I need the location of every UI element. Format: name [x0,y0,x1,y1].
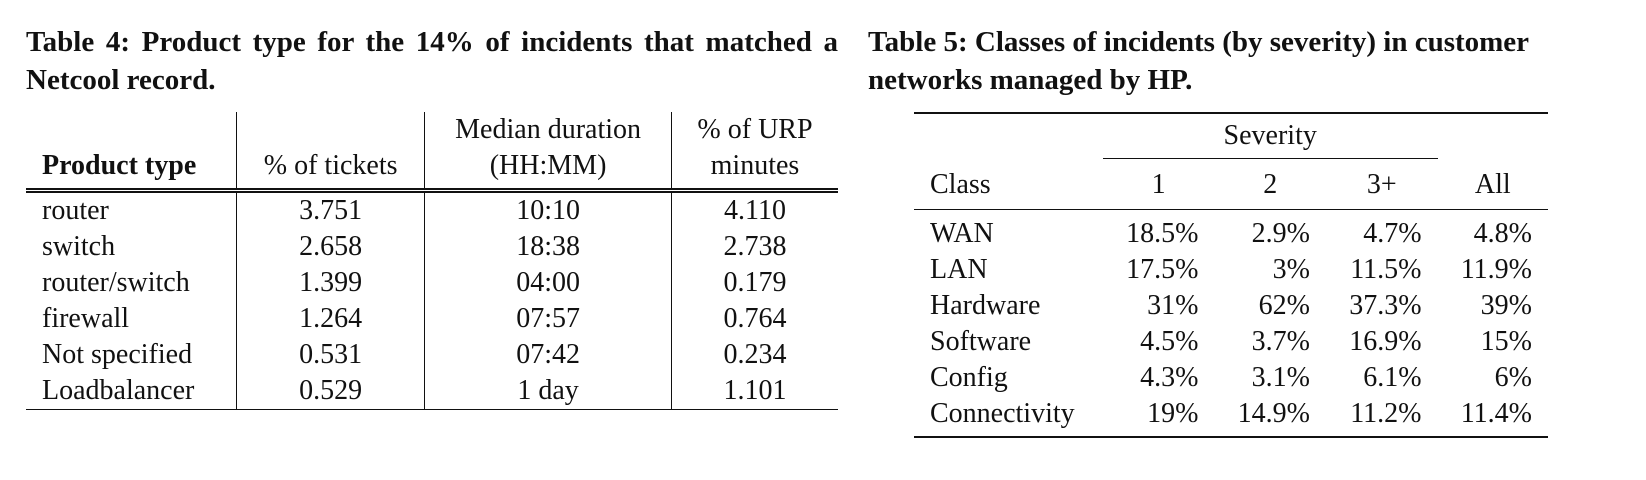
table5-cell: 11.2% [1350,398,1422,429]
table4-cell: 1.264 [236,301,425,337]
table4-cell: router/switch [42,267,190,298]
table4-cell: 0.529 [236,373,425,410]
table5-header-all: All [1474,169,1511,200]
table4-header-product-type: Product type [42,150,197,181]
table5-cell: 19% [1147,398,1199,429]
table5-row: Software 4.5% 3.7% 16.9% 15% [914,324,1548,360]
table4-header-median-duration: Median duration (HH:MM) [424,112,672,191]
table5-header-sev2: 2 [1263,169,1278,200]
table5-row: WAN 18.5% 2.9% 4.7% 4.8% [914,210,1548,253]
table4: Product type % of tickets Median duratio… [26,112,838,410]
table5-body: WAN 18.5% 2.9% 4.7% 4.8% LAN 17.5% 3% 11.5% 11.9%… [914,210,1548,438]
table5-row: LAN 17.5% 3% 11.5% 11.9% [914,252,1548,288]
table5-cell: Config [930,362,1008,393]
table5-cell: 18.5% [1126,218,1199,249]
table4-row: Loadbalancer 0.529 1 day 1.101 [26,373,838,410]
table5-cell: 17.5% [1126,254,1199,285]
table4-row: firewall 1.264 07:57 0.764 [26,301,838,337]
table4-cell: 0.234 [670,337,838,373]
table4-cell: 3.751 [236,190,425,229]
table4-header-urp-line2: minutes [710,150,800,181]
table5-cell: 4.3% [1140,362,1199,393]
table5-cell: 4.5% [1140,326,1199,357]
table4-body: router 3.751 10:10 4.110 switch 2.658 18:38 2.7… [26,190,838,410]
table5-cell: WAN [930,218,994,249]
table4-cell: 07:42 [424,337,672,373]
table5-cell: 62% [1258,290,1310,321]
table5-header-class: Class [930,169,991,200]
table4-cell: 0.764 [670,301,838,337]
table5-cell: 11.4% [1460,398,1532,429]
table5-cell: LAN [930,254,988,285]
table4-row: router 3.751 10:10 4.110 [26,190,838,229]
table5-cell: Hardware [930,290,1041,321]
table5-cell: 14.9% [1237,398,1310,429]
table5-severity-label: Severity [1223,120,1317,151]
table4-caption: Table 4: Product type for the 14% of inc… [26,26,838,96]
table5-row: Hardware 31% 62% 37.3% 39% [914,288,1548,324]
table5-row: Config 4.3% 3.1% 6.1% 6% [914,360,1548,396]
table5-cell: 31% [1147,290,1199,321]
table5-cell: Software [930,326,1032,357]
table5-cell: Connectivity [930,398,1075,429]
table4-cell: 4.110 [670,190,838,229]
table5-section: Table 5: Classes of incidents (by severi… [868,0,1646,438]
table4-cell: 10:10 [424,190,672,229]
table4-cell: 04:00 [424,265,672,301]
table4-section: Table 4: Product type for the 14% of inc… [26,0,838,410]
table5-cell: 2.9% [1251,218,1310,249]
table4-cell: 2.738 [670,229,838,265]
table4-cell: 2.658 [236,229,425,265]
table4-header-median-line1: Median duration [455,114,641,145]
table4-cell: 1.399 [236,265,425,301]
table5-header-row: Class 1 2 3+ All [914,159,1548,210]
table5-cell: 6.1% [1363,362,1422,393]
table5-cell: 11.9% [1460,254,1532,285]
table5-group-header-row: Severity [914,113,1548,159]
table5-cell: 37.3% [1349,290,1422,321]
table5-cell: 4.7% [1363,218,1422,249]
table4-cell: 18:38 [424,229,672,265]
table5-header-sev3plus: 3+ [1366,169,1397,200]
table4-row: switch 2.658 18:38 2.738 [26,229,838,265]
table5-cell: 3.7% [1251,326,1310,357]
table4-header-row: Product type % of tickets Median duratio… [26,112,838,191]
table5-cell: 39% [1480,290,1532,321]
table5-cell: 11.5% [1350,254,1422,285]
table4-row: router/switch 1.399 04:00 0.179 [26,265,838,301]
table5-cell: 4.8% [1473,218,1532,249]
table4-header-urp-minutes: % of URP minutes [670,112,838,191]
table4-cell: 07:57 [424,301,672,337]
table5-header-sev1: 1 [1151,169,1166,200]
table4-header-urp-line1: % of URP [697,114,813,145]
table5-caption: Table 5: Classes of incidents (by severi… [868,26,1529,96]
table4-cell: firewall [42,303,130,334]
table4-header-median-line2: (HH:MM) [489,150,607,181]
table4-cell: 1 day [424,373,672,410]
table4-cell: switch [42,231,116,262]
table4-cell: Not specified [42,339,193,370]
table5-cell: 3.1% [1251,362,1310,393]
table4-cell: Loadbalancer [42,375,195,406]
table4-cell: 1.101 [670,373,838,410]
table5-cell: 15% [1480,326,1532,357]
table4-row: Not specified 0.531 07:42 0.234 [26,337,838,373]
table4-cell: 0.179 [670,265,838,301]
table5-cell: 6% [1494,362,1532,393]
table5: Severity Class 1 2 3+ All WAN 18.5% 2.9% 4.… [914,112,1548,438]
table4-header-tickets: % of tickets [236,112,425,191]
table5-cell: 16.9% [1349,326,1422,357]
table5-cell: 3% [1272,254,1310,285]
table5-row: Connectivity 19% 14.9% 11.2% 11.4% [914,396,1548,437]
table4-cell: router [42,195,109,226]
table5-severity-header: Severity [1102,113,1438,159]
table4-cell: 0.531 [236,337,425,373]
